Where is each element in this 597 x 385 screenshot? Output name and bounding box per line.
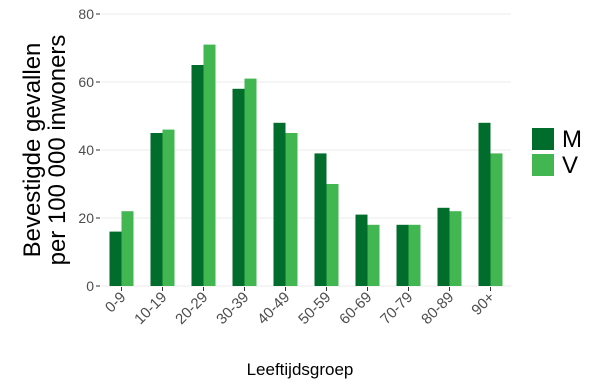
x-tick-label: 20-29 bbox=[172, 289, 211, 328]
bar-M-50-59 bbox=[314, 153, 327, 286]
bar-V-10-19 bbox=[162, 129, 175, 286]
bar-M-40-49 bbox=[273, 122, 286, 286]
bar-V-0-9 bbox=[121, 211, 134, 286]
legend-label-V: V bbox=[562, 152, 578, 179]
y-axis-ticks: 0 20 40 60 80 bbox=[78, 6, 100, 294]
bar-M-30-39 bbox=[232, 88, 245, 286]
x-tick-label: 70-79 bbox=[377, 289, 416, 328]
bar-V-30-39 bbox=[244, 78, 257, 286]
bar-M-80-89 bbox=[437, 207, 450, 286]
bar-M-10-19 bbox=[150, 133, 163, 286]
bar-M-70-79 bbox=[396, 224, 409, 286]
bar-M-0-9 bbox=[109, 231, 122, 286]
y-axis-title-line-2: per 100 000 inwoners bbox=[44, 35, 71, 266]
y-tick-label: 40 bbox=[78, 142, 94, 158]
bar-V-90+ bbox=[490, 153, 503, 286]
x-tick-label: 80-89 bbox=[418, 289, 457, 328]
bar-V-70-79 bbox=[408, 224, 421, 286]
x-tick-label: 10-19 bbox=[131, 289, 170, 328]
x-tick-label: 0-9 bbox=[102, 289, 129, 316]
bar-M-90+ bbox=[478, 122, 491, 286]
bar-V-50-59 bbox=[326, 184, 339, 286]
y-tick-label: 20 bbox=[78, 210, 94, 226]
bar-M-60-69 bbox=[355, 214, 368, 286]
legend-label-M: M bbox=[562, 126, 582, 153]
x-tick-label: 60-69 bbox=[336, 289, 375, 328]
bar-V-60-69 bbox=[367, 224, 380, 286]
y-tick-label: 80 bbox=[78, 6, 94, 22]
bar-V-40-49 bbox=[285, 133, 298, 286]
legend-key-M bbox=[532, 128, 554, 150]
bar-V-80-89 bbox=[449, 211, 462, 286]
bar-M-20-29 bbox=[191, 65, 204, 286]
x-tick-label: 30-39 bbox=[213, 289, 252, 328]
x-tick-label: 90+ bbox=[468, 289, 498, 319]
legend-key-V bbox=[532, 154, 554, 176]
bar-V-20-29 bbox=[203, 44, 216, 286]
y-tick-label: 0 bbox=[86, 278, 94, 294]
x-tick-label: 40-49 bbox=[254, 289, 293, 328]
x-axis-ticks: 0-9 10-19 20-29 30-39 40-49 50-59 60-69 70-79 80… bbox=[102, 287, 498, 328]
x-tick-label: 50-59 bbox=[295, 289, 334, 328]
y-axis-title-line-1: Bevestigde gevallen bbox=[19, 43, 46, 258]
y-tick-label: 60 bbox=[78, 74, 94, 90]
legend: MV bbox=[532, 126, 582, 179]
x-axis-title: Leeftijdsgroep bbox=[247, 360, 354, 379]
bars bbox=[109, 44, 503, 286]
